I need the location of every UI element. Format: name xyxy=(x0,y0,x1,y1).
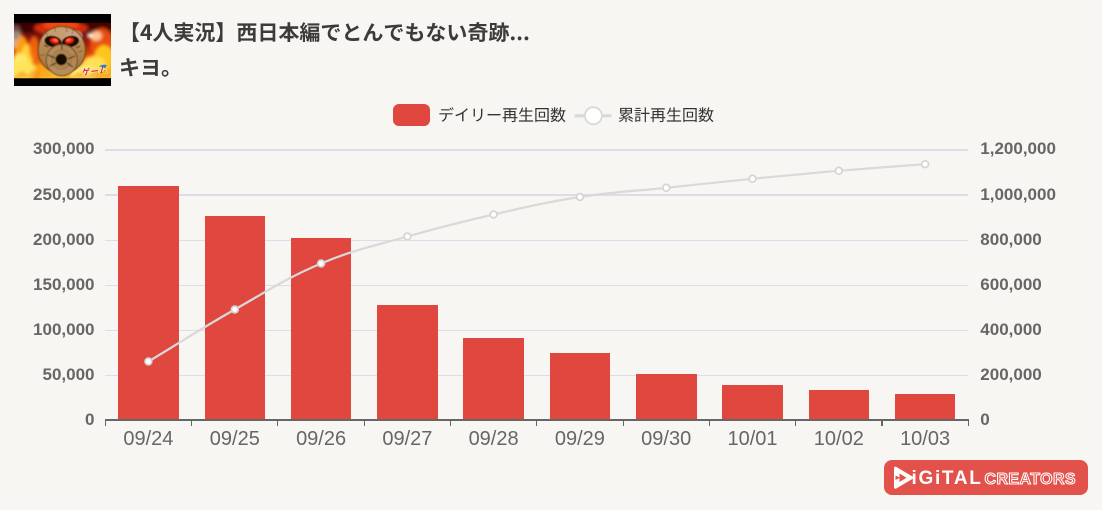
svg-text:iGiTAL: iGiTAL xyxy=(912,468,983,489)
svg-text:CREATORS: CREATORS xyxy=(985,470,1077,487)
